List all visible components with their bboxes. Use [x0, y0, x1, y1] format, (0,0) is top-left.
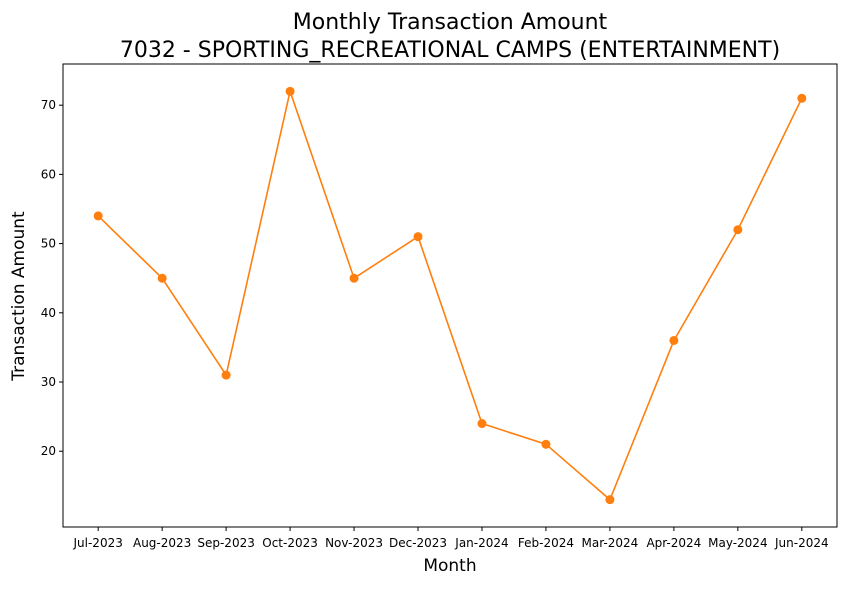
- x-tick-label: Nov-2023: [325, 536, 383, 550]
- y-tick-label: 70: [41, 98, 56, 112]
- data-point: [157, 273, 167, 283]
- x-tick-label: Dec-2023: [389, 536, 447, 550]
- data-point: [605, 495, 615, 505]
- plot-area: [62, 63, 838, 528]
- x-tick-label: May-2024: [708, 536, 767, 550]
- x-tick-label: Jun-2024: [774, 536, 829, 550]
- data-point: [349, 273, 359, 283]
- data-point: [477, 419, 487, 429]
- x-tick-label: Sep-2023: [197, 536, 255, 550]
- y-tick-label: 50: [41, 237, 56, 251]
- chart-title-line-2: 7032 - SPORTING_RECREATIONAL CAMPS (ENTE…: [120, 38, 780, 63]
- x-tick-label: Jul-2023: [73, 536, 123, 550]
- data-point: [221, 370, 231, 380]
- x-tick-label: Mar-2024: [582, 536, 639, 550]
- x-axis-ticks: Jul-2023 Aug-2023 Sep-2023 Oct-2023 Nov-2023…: [73, 527, 829, 550]
- data-point: [797, 93, 807, 103]
- data-point: [541, 439, 551, 449]
- data-point: [733, 225, 743, 235]
- x-tick-label: Oct-2023: [262, 536, 318, 550]
- x-tick-label: Jan-2024: [454, 536, 508, 550]
- data-point: [93, 211, 103, 221]
- y-axis-ticks: 20 30 40 50 60 70: [41, 98, 63, 458]
- data-point: [669, 335, 679, 345]
- x-tick-label: Apr-2024: [646, 536, 701, 550]
- x-axis-label: Month: [423, 556, 476, 576]
- x-tick-label: Aug-2023: [133, 536, 191, 550]
- y-tick-label: 20: [41, 444, 56, 458]
- y-tick-label: 40: [41, 306, 56, 320]
- y-tick-label: 60: [41, 167, 56, 181]
- y-axis-label: Transaction Amount: [9, 211, 29, 382]
- chart-title-line-1: Monthly Transaction Amount: [293, 10, 608, 35]
- y-tick-label: 30: [41, 375, 56, 389]
- data-point: [413, 232, 423, 242]
- series-line: [97, 90, 803, 501]
- data-point: [285, 86, 295, 96]
- x-tick-label: Feb-2024: [518, 536, 574, 550]
- series-layer: [93, 86, 807, 505]
